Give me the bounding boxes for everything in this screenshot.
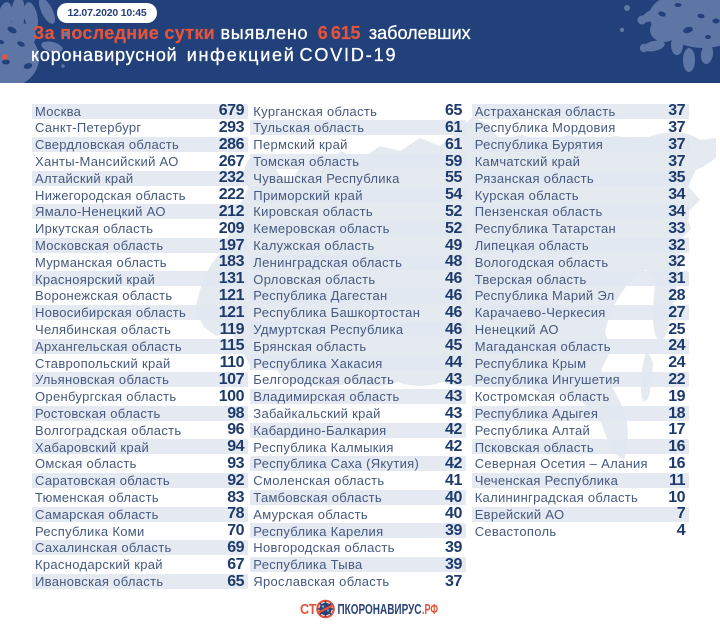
svg-text:ПКОРОНАВИРУС: ПКОРОНАВИРУС [338,602,422,618]
svg-text:СТ: СТ [300,602,317,618]
svg-text:.РФ: .РФ [422,602,438,618]
